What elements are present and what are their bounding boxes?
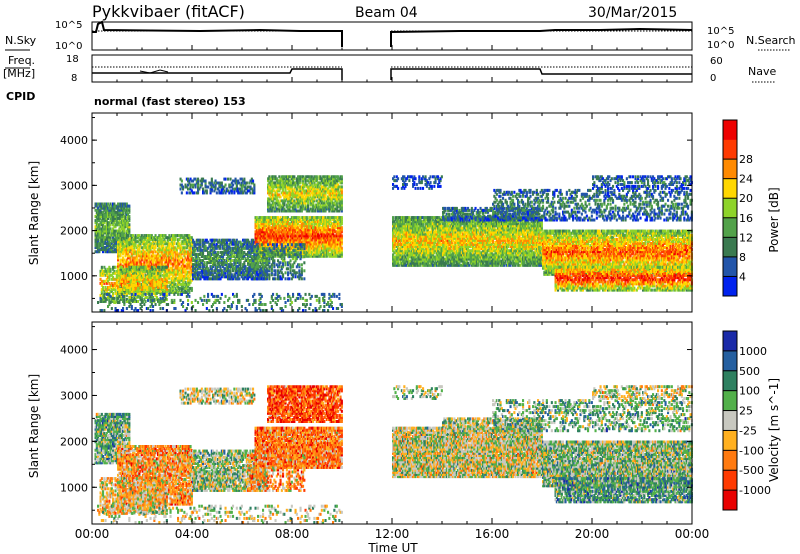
power-panel-cell [127, 234, 129, 237]
velocity-ylabel: Slant Range [km] [27, 374, 41, 478]
station-title: Pykkvibaer (fitACF) [92, 2, 245, 21]
nsky-series-line [92, 22, 692, 47]
cpid-label: CPID [6, 90, 35, 103]
noise-right-tick-top: 10^5 [707, 26, 734, 37]
freq-unit-label: [MHz] [3, 67, 35, 80]
power-ylabel: Slant Range [km] [27, 161, 41, 265]
power-panel-cell [128, 215, 130, 218]
superdarn-summary-plot: Pykkvibaer (fitACF) Beam 04 30/Mar/2015 … [0, 0, 800, 554]
plot-canvas: Pykkvibaer (fitACF) Beam 04 30/Mar/2015 … [0, 0, 800, 554]
cpid-text: normal (fast stereo) 153 [94, 95, 246, 108]
nave-label: Nave [748, 65, 776, 78]
power-colorbar-label: Power [dB] [767, 187, 781, 252]
freq-left-tick-top: 18 [66, 54, 79, 65]
nsearch-label: N.Search [746, 34, 796, 47]
velocity-colorbar-label: Velocity [m s^-1] [767, 378, 781, 482]
time-xlabel: Time UT [367, 541, 418, 554]
freq-left-tick-bottom: 8 [71, 73, 77, 84]
nave-right-tick-top: 60 [710, 56, 723, 67]
beam-title: Beam 04 [355, 5, 418, 21]
noise-left-tick-top: 10^5 [55, 20, 82, 31]
noise-left-tick-bottom: 10^0 [55, 41, 82, 52]
nave-right-tick-bottom: 0 [710, 73, 716, 84]
nsky-label: N.Sky [5, 34, 37, 47]
date-title: 30/Mar/2015 [588, 5, 677, 21]
freq-label: Freq. [8, 54, 35, 67]
power-panel-cell [128, 223, 130, 226]
power-panel-cell [128, 205, 130, 208]
noise-right-tick-bottom: 10^0 [707, 40, 734, 51]
